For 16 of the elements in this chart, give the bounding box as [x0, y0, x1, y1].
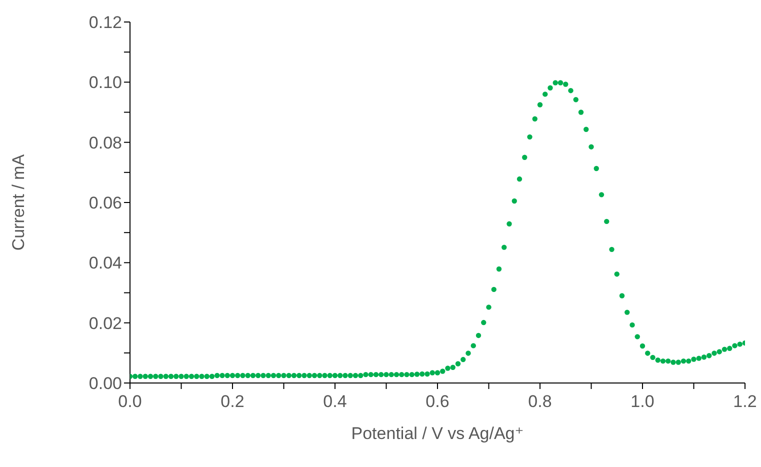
x-tick-label: 1.0 [630, 392, 654, 412]
x-tick-label: 0.2 [220, 392, 244, 412]
x-tick-label: 1.2 [733, 392, 757, 412]
x-axis-title: Potential / V vs Ag/Ag⁺ [351, 424, 524, 443]
x-tick-label: 0.4 [323, 392, 347, 412]
x-tick-label: 0.6 [426, 392, 450, 412]
y-tick-label: 0.00 [88, 374, 122, 394]
y-tick-label: 0.12 [88, 13, 122, 32]
x-tick-label: 0.0 [118, 392, 142, 412]
y-tick-label: 0.04 [88, 254, 122, 273]
y-tick-label: 0.02 [88, 314, 122, 333]
y-axis-title: Current / mA [9, 154, 28, 251]
y-tick-label: 0.06 [88, 194, 122, 213]
y-tick-label: 0.10 [88, 73, 122, 92]
x-tick-label: 0.8 [528, 392, 552, 412]
y-tick-label: 0.08 [88, 133, 122, 152]
